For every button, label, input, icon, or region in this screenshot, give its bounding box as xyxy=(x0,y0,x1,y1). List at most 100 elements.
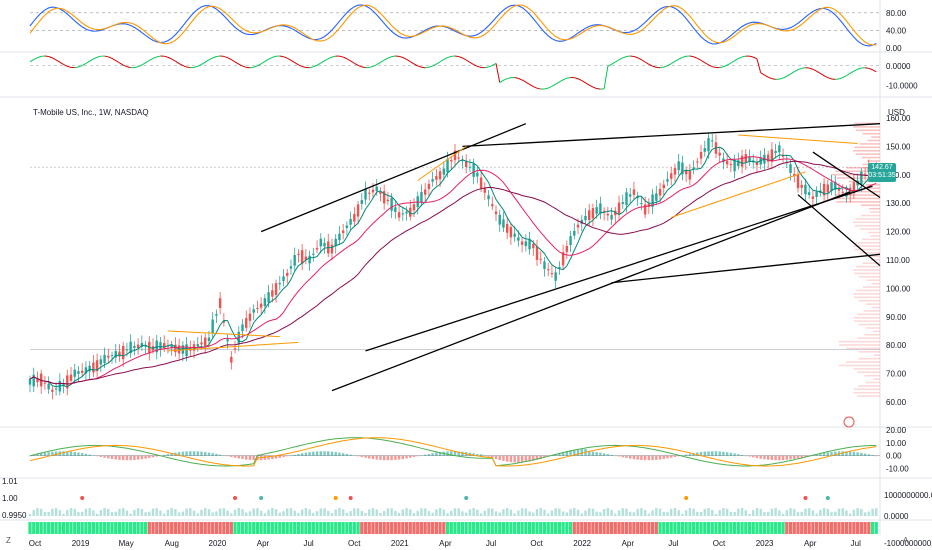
volume-bar xyxy=(304,508,308,516)
volume-bar xyxy=(88,508,91,516)
macd-histogram-bar xyxy=(513,455,516,463)
stochastic-tick-label: 80.00 xyxy=(886,9,907,18)
candle-body xyxy=(699,151,703,159)
volume-bar xyxy=(643,509,647,516)
volume-profile-bar xyxy=(853,221,880,224)
macd-histogram-bar xyxy=(845,451,848,456)
macd-histogram-bar xyxy=(860,452,863,456)
candle-body xyxy=(696,161,699,163)
signal-cell xyxy=(583,522,588,534)
signal-cell xyxy=(639,522,644,534)
volume-profile-bar xyxy=(854,296,880,299)
oscillator-segment xyxy=(119,62,124,66)
signal-cell xyxy=(572,522,576,534)
signal-strip xyxy=(28,522,878,534)
signal-cell xyxy=(818,522,822,534)
macd-histogram-bar xyxy=(118,455,121,460)
candle-body xyxy=(755,162,759,166)
oscillator-segment xyxy=(167,56,172,60)
candle-body xyxy=(125,349,129,351)
macd-histogram-bar xyxy=(140,455,144,460)
signal-cell xyxy=(296,522,301,534)
candle-body xyxy=(677,161,680,171)
signal-cell xyxy=(774,522,778,534)
volume-profile-bar xyxy=(854,146,880,149)
volume-bar xyxy=(822,508,826,516)
candle-body xyxy=(565,246,569,252)
candle-body xyxy=(744,154,748,163)
macd-histogram-bar xyxy=(368,455,371,459)
candle-body xyxy=(196,344,199,347)
candle-body xyxy=(532,243,535,249)
oscillator-segment xyxy=(663,65,668,68)
zoom-button[interactable]: Z xyxy=(6,536,11,545)
macd-histogram-bar xyxy=(349,454,352,456)
candle-body xyxy=(233,348,237,350)
signal-cell xyxy=(863,522,867,534)
candle-body xyxy=(580,219,583,224)
chart-title: T-Mobile US, Inc., 1W, NASDAQ xyxy=(33,108,149,117)
oscillator-segment xyxy=(294,62,299,66)
signal-cell xyxy=(856,522,860,534)
volume-bar xyxy=(286,508,289,516)
signal-cell xyxy=(341,522,345,534)
signal-cell xyxy=(263,522,267,534)
oscillator-segment xyxy=(48,56,53,59)
signal-cell xyxy=(47,522,51,534)
volume-bar xyxy=(479,513,483,516)
candle-body xyxy=(505,223,509,233)
volume-bar xyxy=(371,508,375,516)
oscillator-segment xyxy=(611,61,616,65)
macd-histogram-bar xyxy=(32,454,35,456)
volume-bar xyxy=(651,510,654,516)
candle-body xyxy=(595,207,598,214)
signal-cell xyxy=(28,522,32,534)
oscillator-segment xyxy=(644,61,650,65)
oscillator-segment xyxy=(749,55,754,58)
macd-histogram-bar xyxy=(312,451,315,456)
oscillator-segment xyxy=(111,57,116,61)
macd-histogram-bar xyxy=(356,455,360,457)
volume-bar xyxy=(211,512,214,516)
oscillator-segment xyxy=(443,57,448,60)
signal-cell xyxy=(311,522,315,534)
signal-cell xyxy=(568,522,573,534)
price-panel[interactable] xyxy=(28,122,881,428)
signal-cell xyxy=(800,522,804,534)
volume-bar xyxy=(230,513,233,516)
volume-profile-bar xyxy=(832,197,880,200)
macd-histogram-bar xyxy=(77,452,80,456)
volume-bar xyxy=(875,508,878,516)
volume-profile-bar xyxy=(854,248,880,251)
volume-profile-bar xyxy=(862,262,880,265)
volume-bar xyxy=(554,508,557,516)
volume-bar xyxy=(43,511,47,516)
volume-profile-bar xyxy=(857,371,880,374)
macd-histogram-bar xyxy=(834,451,837,456)
signal-cell xyxy=(554,522,558,534)
volume-bar xyxy=(714,513,718,516)
oscillator-segment xyxy=(257,63,262,67)
macd-histogram-bar xyxy=(438,452,442,456)
macd-histogram-bar xyxy=(752,455,755,458)
volume-bar xyxy=(349,511,352,516)
macd-histogram-bar xyxy=(110,455,114,459)
oscillator-segment xyxy=(615,59,620,63)
volume-bar xyxy=(382,510,386,516)
trendline-down-1 xyxy=(812,151,881,199)
macd-histogram-bar xyxy=(207,452,211,456)
oscillator-segment xyxy=(320,60,325,64)
candle-body xyxy=(834,181,837,190)
oscillator-segment xyxy=(458,56,463,59)
auto-scale-button[interactable]: A xyxy=(903,536,909,545)
macd-histogram-bar xyxy=(405,455,408,459)
candle-body xyxy=(144,346,147,348)
volume-bar xyxy=(356,508,360,516)
oscillator-segment xyxy=(846,72,851,77)
oscillator-segment xyxy=(865,67,869,69)
macd-histogram-bar xyxy=(699,451,703,456)
candle-body xyxy=(334,238,337,247)
signal-cell xyxy=(140,522,144,534)
signal-cell xyxy=(39,522,43,534)
